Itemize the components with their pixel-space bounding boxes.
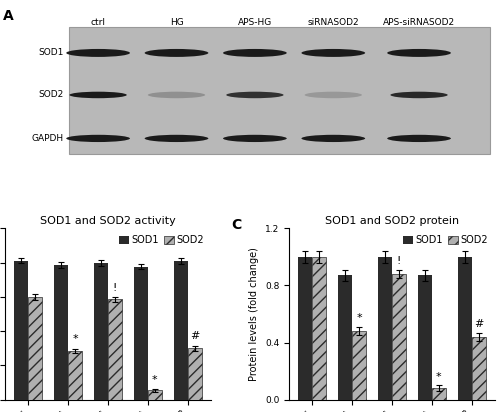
Ellipse shape [223, 49, 287, 57]
Text: #: # [190, 331, 199, 342]
Bar [108, 300, 122, 400]
Text: *: * [152, 375, 158, 384]
Bar [312, 257, 326, 400]
Text: APS-HG: APS-HG [238, 18, 272, 27]
Bar [68, 351, 82, 400]
Bar [352, 331, 366, 400]
Ellipse shape [304, 92, 362, 98]
Text: ctrl: ctrl [90, 18, 106, 27]
Bar [28, 297, 42, 400]
Bar [188, 348, 202, 400]
Title: SOD1 and SOD2 activity: SOD1 and SOD2 activity [40, 216, 176, 226]
Ellipse shape [223, 135, 287, 142]
Ellipse shape [226, 92, 283, 98]
Bar [472, 337, 486, 400]
Bar [134, 267, 148, 400]
Bar [174, 261, 188, 400]
Bar [298, 257, 312, 400]
Legend: SOD1, SOD2: SOD1, SOD2 [401, 233, 490, 247]
Ellipse shape [387, 49, 451, 57]
Ellipse shape [66, 49, 130, 57]
Text: APS-siRNASOD2: APS-siRNASOD2 [383, 18, 455, 27]
Bar [94, 262, 108, 400]
Text: !: ! [112, 283, 117, 293]
Text: SOD1: SOD1 [38, 49, 64, 57]
Text: *: * [72, 335, 78, 344]
Ellipse shape [66, 135, 130, 142]
Title: SOD1 and SOD2 protein: SOD1 and SOD2 protein [325, 216, 459, 226]
Bar [458, 257, 471, 400]
Ellipse shape [390, 92, 448, 98]
Text: *: * [356, 313, 362, 323]
Text: SOD2: SOD2 [38, 91, 64, 99]
Text: *: * [436, 372, 442, 382]
Bar [148, 390, 162, 400]
Bar [338, 276, 352, 400]
Bar [392, 274, 406, 400]
Text: C: C [232, 218, 241, 232]
Ellipse shape [144, 49, 208, 57]
Bar [14, 261, 28, 400]
Text: !: ! [397, 256, 401, 266]
Text: HG: HG [170, 18, 183, 27]
Bar [68, 27, 490, 154]
Bar [378, 257, 392, 400]
Bar [418, 276, 432, 400]
Text: #: # [474, 319, 484, 329]
Ellipse shape [302, 49, 365, 57]
Bar [432, 388, 446, 400]
Ellipse shape [387, 135, 451, 142]
Ellipse shape [144, 135, 208, 142]
Ellipse shape [302, 135, 365, 142]
Bar [54, 265, 68, 400]
Y-axis label: Protein levels (fold change): Protein levels (fold change) [250, 247, 260, 381]
Ellipse shape [148, 92, 205, 98]
Legend: SOD1, SOD2: SOD1, SOD2 [117, 233, 206, 247]
Ellipse shape [70, 92, 127, 98]
Text: siRNASOD2: siRNASOD2 [308, 18, 359, 27]
Text: A: A [2, 9, 14, 23]
Text: GAPDH: GAPDH [32, 134, 64, 143]
